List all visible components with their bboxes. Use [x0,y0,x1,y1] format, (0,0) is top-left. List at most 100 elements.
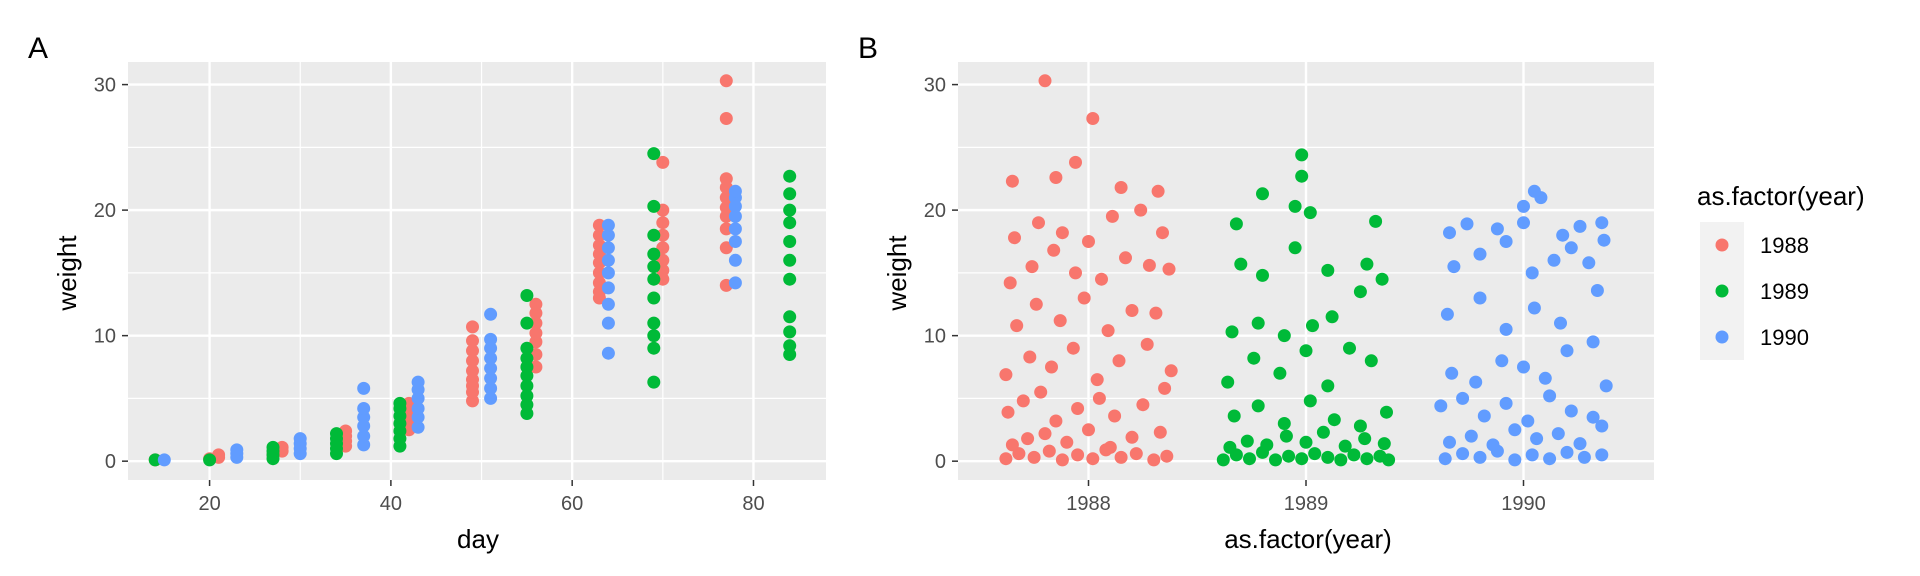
point-1988 [1023,350,1037,364]
point-1989 [148,453,162,467]
point-1990 [1443,226,1456,240]
point-1988 [1086,452,1100,466]
tick-label-x: 40 [380,493,402,515]
tick-label-y: 30 [924,75,946,97]
point-1988 [1077,291,1091,305]
point-1988 [1034,385,1048,399]
point-1989 [1288,241,1302,255]
point-1988 [466,320,479,334]
point-1990 [728,253,742,267]
point-1988 [1001,405,1015,419]
point-1990 [1445,366,1459,380]
point-1988 [1042,444,1056,458]
point-1990 [1551,427,1565,441]
point-1988 [1125,430,1139,444]
legend: as.factor(year) 1988 1989 1990 [1697,181,1865,360]
point-1989 [1347,448,1361,462]
point-1990 [601,218,615,232]
point-1989 [520,351,534,365]
point-1988 [1147,453,1161,467]
point-1989 [647,147,661,161]
point-1988 [719,241,733,255]
point-1988 [1158,381,1172,395]
point-1988 [999,368,1013,382]
point-1990 [484,361,498,375]
point-1989 [1325,310,1339,324]
point-1990 [1473,247,1487,261]
point-1990 [601,316,615,330]
point-1989 [783,253,797,267]
point-1990 [1499,396,1513,410]
point-1988 [719,191,733,205]
point-1990 [357,429,371,443]
point-1990 [1490,222,1504,236]
point-1988 [1164,364,1178,378]
point-1988 [1010,319,1024,333]
tick-label-x: 1990 [1501,493,1546,515]
point-1990 [411,420,425,434]
point-1990 [728,184,742,198]
legend-key-1990 [1715,330,1729,344]
point-1988 [1142,258,1156,272]
point-1988 [1047,243,1061,257]
point-1989 [1306,319,1319,333]
point-1988 [1069,266,1082,280]
point-1989 [1295,148,1309,162]
point-1989 [1303,206,1317,220]
point-1988 [529,360,543,374]
x-axis-label-b: as.factor(year) [1224,524,1392,554]
point-1990 [1560,344,1574,358]
point-1989 [1234,257,1248,271]
point-1988 [1049,414,1063,428]
tick-label-y: 20 [94,200,116,222]
point-1988 [592,228,606,242]
point-1988 [1119,251,1132,265]
point-1989 [1256,268,1269,282]
point-1988 [1029,297,1043,311]
point-1988 [592,266,606,280]
point-1989 [1360,452,1374,466]
point-1989 [1369,214,1383,228]
point-1988 [1021,432,1035,446]
point-1989 [1299,344,1313,358]
point-1988 [1005,174,1019,188]
point-1990 [601,346,615,360]
point-1990 [1590,284,1604,297]
point-1988 [656,228,670,242]
tick-label-y: 0 [935,451,946,473]
point-1990 [1556,228,1570,242]
point-1988 [1136,398,1150,412]
point-1989 [1295,169,1309,183]
point-1989 [1269,453,1282,467]
point-1990 [293,432,307,446]
point-1988 [1092,391,1106,405]
point-1989 [1295,452,1309,466]
point-1988 [466,354,479,368]
point-1988 [1003,276,1017,290]
point-1989 [1303,394,1317,408]
point-1988 [719,74,733,88]
point-1990 [1527,184,1541,198]
y-axis-label-b: weight [882,235,912,312]
tick-label-y: 20 [924,200,946,222]
tick-label-y: 10 [924,326,946,348]
point-1989 [1256,187,1269,201]
point-1990 [1456,447,1470,461]
point-1989 [520,379,534,393]
point-1988 [466,364,479,378]
point-1990 [1554,316,1567,330]
point-1989 [1382,453,1396,467]
point-1989 [647,341,661,355]
point-1989 [1380,405,1393,419]
point-1988 [1153,425,1167,439]
point-1990 [1582,256,1596,270]
point-1988 [1053,314,1067,328]
legend-title: as.factor(year) [1697,181,1865,211]
point-1990 [1586,335,1600,349]
tick-label-y: 0 [105,451,116,473]
point-1990 [1599,379,1613,393]
legend-key-1989 [1715,284,1729,298]
point-1989 [330,427,343,441]
point-1989 [1223,440,1237,454]
